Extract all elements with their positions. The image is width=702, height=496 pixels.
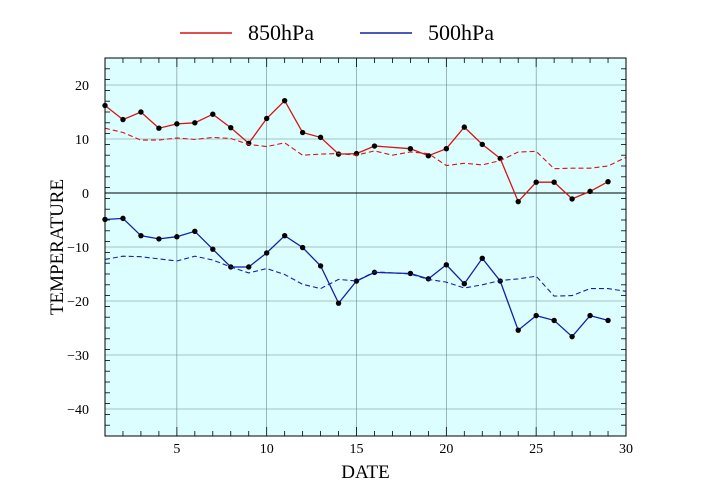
data-point-850hpa [407, 146, 414, 152]
data-point-850hpa [587, 188, 593, 195]
data-point-850hpa [605, 178, 611, 185]
data-point-500hpa [335, 300, 342, 306]
data-point-850hpa [317, 134, 324, 141]
data-point-850hpa [138, 109, 144, 115]
data-point-500hpa [317, 263, 324, 269]
series-line-series4-dashed [104, 255, 627, 297]
data-point-850hpa [210, 111, 216, 117]
x-tick-label: 15 [350, 442, 364, 457]
data-point-500hpa [461, 281, 468, 287]
data-point-500hpa [533, 312, 539, 319]
data-point-500hpa [551, 317, 557, 324]
x-tick-label: 20 [439, 442, 453, 457]
x-axis-title: DATE [341, 462, 390, 483]
data-point-500hpa [138, 232, 144, 239]
y-tick-label: 20 [75, 79, 89, 94]
x-tick-label: 25 [529, 442, 543, 457]
data-point-500hpa [174, 234, 180, 240]
data-point-500hpa [281, 232, 288, 239]
ticks: −40 −30 −20 −10 0 10 20 5 10 15 20 25 30 [67, 57, 633, 457]
data-point-850hpa [551, 179, 557, 185]
data-point-500hpa [605, 317, 611, 324]
y-tick-label: 0 [82, 187, 89, 202]
data-point-500hpa [587, 312, 593, 319]
data-point-500hpa [443, 262, 450, 268]
series-line-series2-dashed [104, 127, 627, 170]
data-point-850hpa [479, 141, 485, 148]
data-point-500hpa [299, 244, 306, 251]
data-point-850hpa [533, 179, 539, 185]
data-point-500hpa [156, 236, 162, 242]
data-point-850hpa [263, 115, 270, 122]
x-tick-label: 10 [260, 442, 274, 457]
data-point-500hpa [569, 333, 575, 340]
data-point-850hpa [299, 129, 306, 136]
x-tick-label: 30 [619, 442, 633, 457]
y-tick-label: 10 [75, 133, 89, 148]
data-point-500hpa [353, 278, 360, 284]
legend: 850hPa 500hPa [180, 20, 494, 45]
data-point-500hpa [246, 264, 252, 270]
series-line-500hpa [104, 217, 609, 338]
data-point-850hpa [515, 198, 521, 205]
y-tick-label: −30 [67, 349, 89, 364]
y-tick-label: −20 [67, 295, 89, 310]
y-axis-title: TEMPERATURE [47, 179, 68, 315]
y-tick-label: −40 [67, 403, 89, 418]
x-tick-label: 5 [173, 442, 180, 457]
data-point-500hpa [479, 255, 485, 262]
y-tick-label: −10 [67, 241, 89, 256]
data-point-500hpa [515, 327, 521, 333]
data-point-850hpa [281, 97, 288, 104]
data-point-850hpa [461, 124, 468, 130]
data-point-850hpa [156, 125, 162, 131]
data-point-850hpa [228, 124, 234, 131]
series-layer [102, 97, 627, 340]
plot-frame [104, 57, 627, 437]
data-point-500hpa [407, 270, 414, 277]
data-point-500hpa [263, 250, 270, 256]
data-point-850hpa [371, 143, 378, 149]
legend-label-500hpa: 500hPa [428, 20, 494, 45]
data-point-850hpa [569, 196, 575, 202]
data-point-850hpa [192, 120, 198, 126]
data-point-500hpa [192, 228, 198, 235]
data-point-850hpa [443, 146, 450, 152]
data-point-500hpa [120, 215, 126, 222]
legend-label-850hpa: 850hPa [248, 20, 314, 45]
data-point-850hpa [425, 153, 432, 159]
data-point-850hpa [120, 116, 126, 123]
data-point-850hpa [174, 121, 180, 127]
data-point-500hpa [210, 246, 216, 252]
